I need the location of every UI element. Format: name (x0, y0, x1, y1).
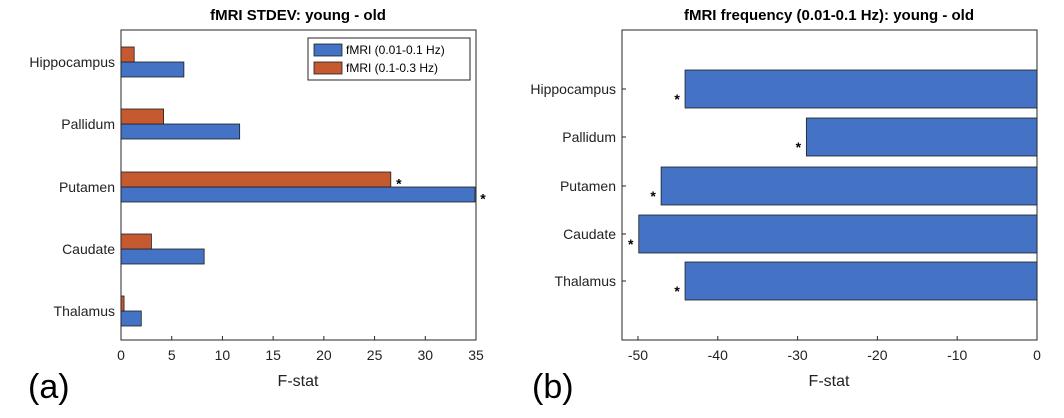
chart-b-bar-series-1 (638, 214, 1038, 254)
chart-a-y-tick-label: Caudate (62, 241, 115, 257)
chart-a-bar-series-2 (120, 233, 152, 250)
chart-a-significance-star: * (480, 191, 486, 207)
legend-swatch-series-1 (313, 43, 343, 57)
chart-a-x-tick-label: 20 (316, 347, 332, 363)
chart-b-bar-series-1 (684, 261, 1038, 301)
chart-a-bar-series-1 (120, 186, 476, 203)
chart-b-bar-series-1 (805, 117, 1038, 157)
chart-a-bar-series-2 (120, 171, 392, 188)
legend-swatch-series-2 (313, 61, 343, 75)
chart-a-x-tick-label: 25 (367, 347, 383, 363)
chart-a-significance-star: * (396, 176, 402, 192)
chart-a-y-tick-label: Thalamus (54, 303, 115, 319)
chart-b-significance-star: * (796, 139, 802, 155)
chart-b-x-tick-label: -50 (628, 347, 648, 363)
chart-b-y-tick-label: Caudate (563, 226, 616, 242)
chart-b-x-tick-label: 0 (1033, 347, 1041, 363)
chart-a-bars (120, 46, 476, 327)
chart-a-x-tick-label: 5 (168, 347, 176, 363)
chart-a-y-ticks: Hippocampus Pallidum Putamen Caudate Thalamu… (29, 54, 125, 319)
chart-a-x-tick-label: 35 (468, 347, 484, 363)
chart-a-legend: fMRI (0.01-0.1 Hz) fMRI (0.1-0.3 Hz) (307, 37, 471, 81)
chart-b-bar-series-1 (684, 69, 1038, 109)
chart-b-x-label: F-stat (809, 373, 850, 390)
chart-a-x-label: F-stat (278, 373, 319, 390)
chart-a-x-tick-label: 15 (265, 347, 281, 363)
chart-b-y-ticks: Hippocampus Pallidum Putamen Caudate Thalamu… (530, 81, 626, 289)
chart-b-significance-star: * (650, 188, 656, 204)
chart-b-x-tick-label: -10 (947, 347, 967, 363)
chart-b-x-ticks: -50 -40 -30 -20 -10 0 (628, 336, 1041, 363)
chart-b-significance-star: * (674, 283, 680, 299)
chart-b-bar-series-1 (660, 166, 1038, 206)
chart-b-significance-star: * (628, 236, 634, 252)
chart-b-y-tick-label: Hippocampus (530, 81, 616, 97)
chart-a-title: fMRI STDEV: young - old (210, 7, 386, 24)
chart-b-significance-star: * (674, 91, 680, 107)
chart-b-x-tick-label: -20 (867, 347, 887, 363)
chart-a-bar-series-2 (120, 46, 135, 63)
chart-a-bar-series-1 (120, 248, 205, 265)
chart-b: fMRI frequency (0.01-0.1 Hz): young - ol… (530, 7, 1041, 390)
chart-b-y-tick-label: Pallidum (562, 129, 616, 145)
chart-b-title: fMRI frequency (0.01-0.1 Hz): young - ol… (684, 7, 974, 24)
chart-a-bar-series-2 (120, 108, 164, 125)
chart-b-x-tick-label: -40 (708, 347, 728, 363)
chart-a-bar-series-1 (120, 123, 241, 140)
chart-a-x-tick-label: 30 (417, 347, 433, 363)
chart-b-y-tick-label: Putamen (560, 178, 616, 194)
chart-a: fMRI STDEV: young - old Hippocampus Palli… (29, 7, 486, 390)
legend-label-series-1: fMRI (0.01-0.1 Hz) (346, 43, 445, 57)
chart-b-y-tick-label: Thalamus (555, 273, 616, 289)
chart-b-bars (638, 69, 1038, 301)
chart-a-y-tick-label: Putamen (59, 179, 115, 195)
chart-a-bar-series-2 (120, 295, 125, 312)
chart-a-x-tick-label: 10 (215, 347, 231, 363)
chart-a-y-tick-label: Hippocampus (29, 54, 115, 70)
panel-label-a: (a) (28, 368, 70, 406)
chart-b-x-tick-label: -30 (787, 347, 807, 363)
chart-a-x-ticks: 0 5 10 15 20 25 30 35 (117, 336, 484, 363)
legend-label-series-2: fMRI (0.1-0.3 Hz) (346, 61, 438, 75)
chart-b-significance-marks: * * * * * (628, 91, 802, 299)
chart-a-significance-marks: ** (396, 176, 486, 207)
panel-label-b: (b) (532, 368, 574, 406)
chart-a-y-tick-label: Pallidum (61, 116, 115, 132)
chart-a-bar-series-1 (120, 61, 185, 78)
chart-a-bar-series-1 (120, 310, 142, 327)
chart-a-x-tick-label: 0 (117, 347, 125, 363)
